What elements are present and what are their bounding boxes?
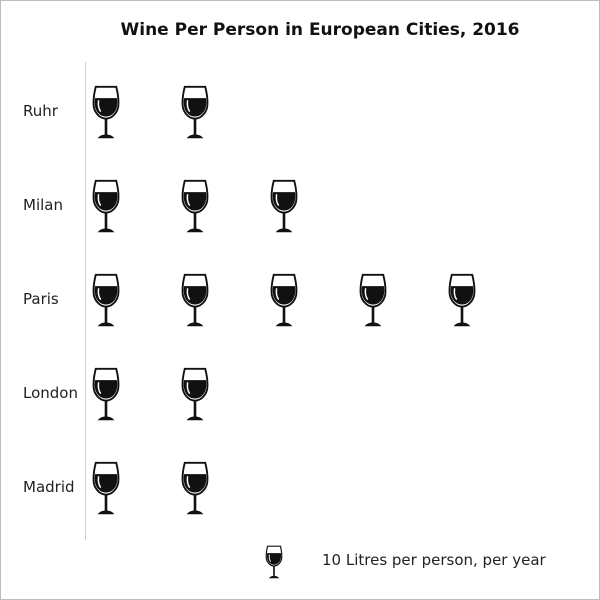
wine-glass-icon (181, 85, 209, 140)
wine-glass-icon (270, 273, 298, 328)
category-label: Milan (23, 196, 63, 214)
wine-glass-icon (92, 367, 120, 422)
category-axis-line (85, 62, 86, 540)
wine-glass-icon (181, 367, 209, 422)
wine-glass-icon (181, 179, 209, 234)
wine-glass-icon (359, 273, 387, 328)
wine-glass-icon (92, 85, 120, 140)
category-label: London (23, 384, 78, 402)
wine-glass-icon (92, 461, 120, 516)
wine-glass-icon (92, 179, 120, 234)
wine-glass-icon (181, 461, 209, 516)
category-label: Madrid (23, 478, 75, 496)
legend-label: 10 Litres per person, per year (322, 551, 546, 569)
wine-glass-icon (181, 273, 209, 328)
legend-wine-glass-icon (265, 545, 283, 579)
wine-glass-icon (270, 179, 298, 234)
chart-title: Wine Per Person in European Cities, 2016 (120, 20, 520, 40)
wine-glass-icon (92, 273, 120, 328)
wine-glass-icon (448, 273, 476, 328)
category-label: Ruhr (23, 102, 59, 120)
category-label: Paris (23, 290, 59, 308)
